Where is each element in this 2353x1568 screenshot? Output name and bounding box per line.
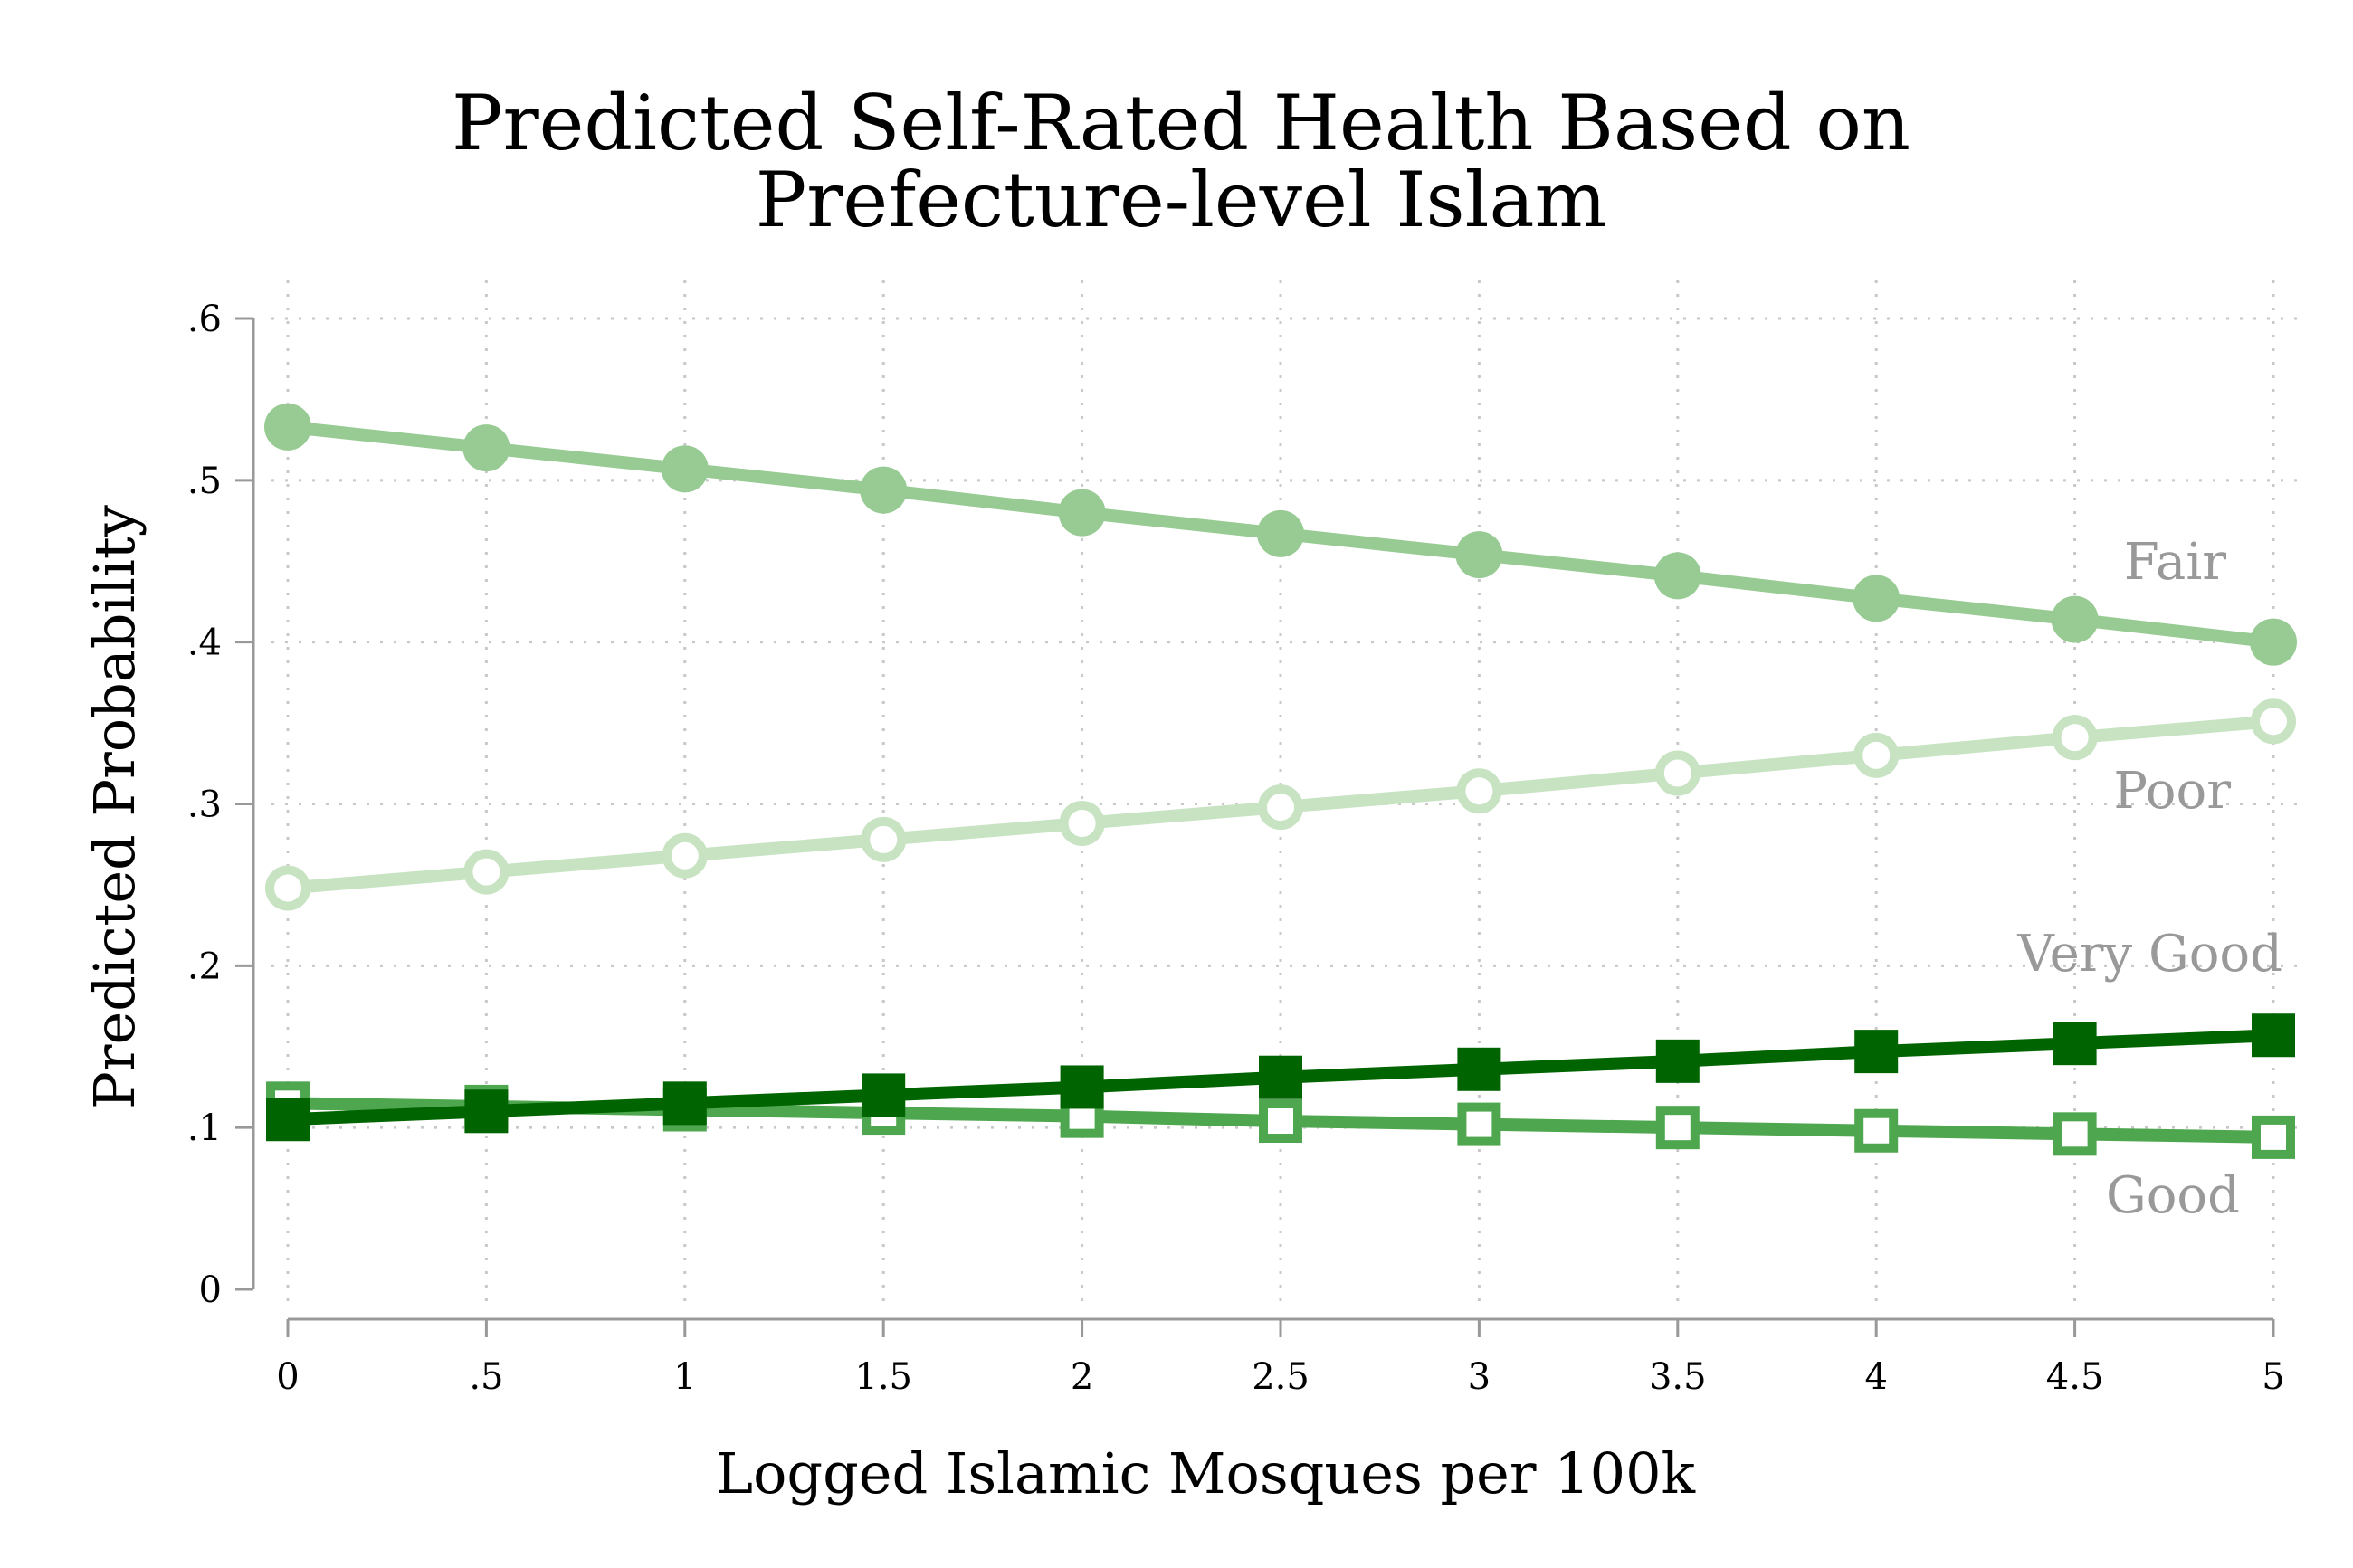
x-tick-label: 1: [673, 1356, 696, 1398]
data-point: [1058, 489, 1106, 537]
series-very-good: [266, 1013, 2295, 1142]
x-tick-label: 1.5: [854, 1356, 912, 1398]
x-tick-label: 0: [276, 1356, 299, 1398]
y-axis-title: Predicted Probability: [81, 505, 148, 1109]
x-tick-label: 3: [1468, 1356, 1491, 1398]
x-tick-label: 3.5: [1649, 1356, 1707, 1398]
x-axis-title: Logged Islamic Mosques per 100k: [716, 1440, 1696, 1506]
data-point: [1060, 1065, 1104, 1109]
data-point: [1258, 784, 1303, 831]
data-point: [1259, 1055, 1302, 1099]
data-point: [1853, 732, 1900, 778]
data-point: [860, 466, 908, 514]
data-point: [862, 1073, 906, 1117]
data-point: [661, 445, 709, 493]
data-point: [2051, 595, 2099, 643]
data-point: [462, 424, 510, 472]
data-point: [1257, 509, 1304, 557]
data-point: [266, 1098, 310, 1142]
data-point: [1653, 552, 1701, 600]
series-fair: [264, 403, 2297, 666]
data-point: [2053, 1022, 2097, 1066]
data-point: [2252, 1115, 2295, 1159]
chart-title-line-1: Predicted Self-Rated Health Based on: [452, 79, 1910, 167]
data-point: [1457, 1047, 1501, 1091]
chart-title-line-2: Prefecture-level Islam: [756, 156, 1607, 244]
data-point: [464, 1089, 509, 1134]
data-point: [1457, 1102, 1501, 1146]
y-tick-label: .1: [187, 1107, 222, 1149]
data-point: [265, 865, 310, 911]
data-point: [1655, 1039, 1700, 1083]
series: [264, 403, 2297, 1159]
data-point: [463, 849, 510, 895]
y-tick-label: .5: [187, 461, 222, 502]
y-tick-label: .2: [187, 946, 222, 987]
x-tick-label: 5: [2262, 1356, 2284, 1398]
data-point: [1853, 575, 1900, 622]
data-point: [861, 816, 907, 862]
data-point: [662, 1081, 707, 1126]
data-point: [1456, 768, 1502, 814]
axes: 0 .1 .2 .3 .4 .5 .6 0 .5 1 1.5 2 2.5 3 3.5 4 4.5 5: [187, 299, 2285, 1398]
data-point: [1654, 750, 1700, 796]
data-point: [1259, 1099, 1302, 1144]
y-tick-label: .6: [187, 299, 222, 340]
data-point: [1655, 1106, 1700, 1150]
series-label-very-good: Very Good: [2016, 925, 2282, 984]
data-point: [264, 403, 311, 451]
x-tick-label: 2: [1071, 1356, 1093, 1398]
labels: Predicted Self-Rated Health Based on Pre…: [81, 79, 2282, 1506]
series-label-poor: Poor: [2113, 762, 2231, 821]
y-tick-label: 0: [199, 1269, 222, 1311]
y-tick-label: .4: [187, 622, 222, 664]
data-point: [2252, 1013, 2295, 1058]
series-label-fair: Fair: [2124, 533, 2226, 592]
series-poor: [265, 698, 2296, 911]
x-tick-label: .5: [469, 1356, 503, 1398]
data-point: [662, 832, 708, 879]
data-point: [1059, 800, 1105, 846]
data-point: [1854, 1108, 1899, 1153]
x-tick-label: 4: [1864, 1356, 1887, 1398]
y-tick-label: .3: [187, 784, 222, 826]
data-point: [1455, 531, 1503, 579]
data-point: [2251, 698, 2296, 745]
data-point: [2053, 1112, 2097, 1156]
data-point: [2052, 715, 2098, 761]
data-point: [1854, 1030, 1899, 1074]
series-label-good: Good: [2106, 1166, 2240, 1225]
x-tick-label: 2.5: [1252, 1356, 1310, 1398]
x-tick-label: 4.5: [2046, 1356, 2104, 1398]
data-point: [2250, 618, 2297, 666]
